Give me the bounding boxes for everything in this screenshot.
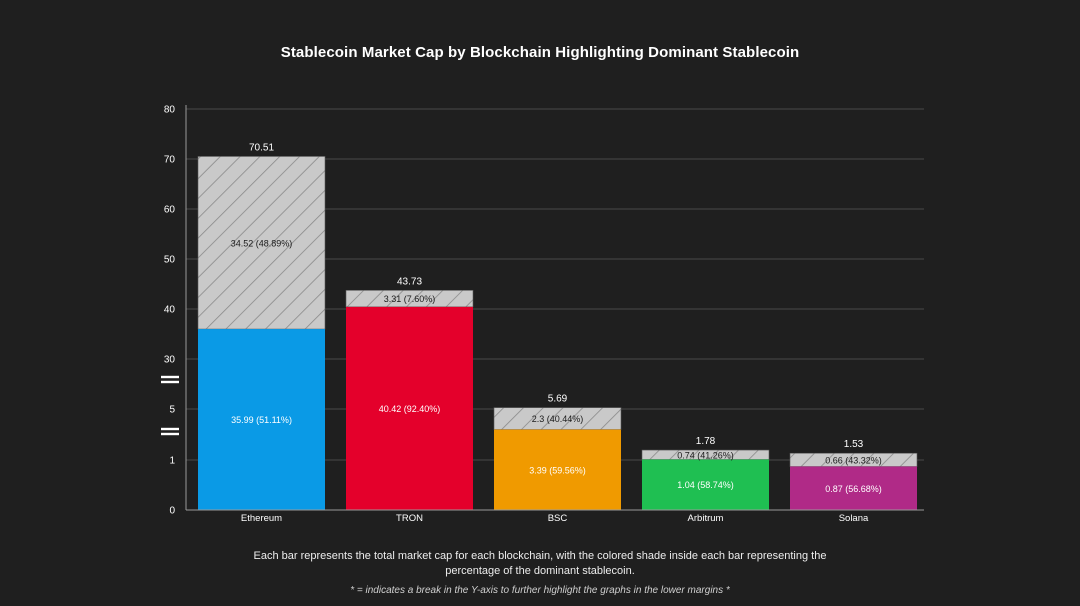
axis-break-marker [161, 432, 179, 436]
bar-dominant-stablecoin [642, 459, 769, 510]
other-value-label: 3.31 (7.60%) [384, 294, 436, 304]
other-value-label: 2.3 (40.44%) [532, 414, 584, 424]
total-value-label: 1.78 [696, 436, 716, 447]
bars [197, 156, 918, 510]
axis-break-marker [161, 380, 179, 384]
x-tick-label: Solana [839, 513, 869, 524]
dominant-value-label: 3.39 (59.56%) [529, 465, 586, 475]
bar-dominant-stablecoin [346, 306, 473, 510]
y-tick-label: 60 [164, 205, 176, 216]
y-tick-label: 40 [164, 305, 176, 316]
bar-dominant-stablecoin [790, 466, 917, 510]
dominant-value-label: 40.42 (92.40%) [379, 404, 441, 414]
y-tick-label: 80 [164, 105, 176, 116]
axis-break-marker [161, 375, 179, 379]
x-tick-label: TRON [396, 513, 423, 524]
total-value-label: 5.69 [548, 394, 568, 405]
axis-break-footnote: * = indicates a break in the Y-axis to f… [350, 585, 730, 596]
bar-other-stablecoins [197, 156, 326, 330]
y-tick-label: 0 [169, 506, 175, 517]
y-tick-label: 70 [164, 155, 176, 166]
bar-dominant-stablecoin [198, 329, 325, 510]
data-labels: 35.99 (51.11%) 34.52 (48.89%) 70.51 40.42 (… [231, 142, 882, 493]
y-tick-label: 30 [164, 355, 176, 366]
dominant-value-label: 0.87 (56.68%) [825, 484, 882, 494]
y-tick-label: 5 [169, 405, 175, 416]
chart-caption: Each bar represents the total market cap… [253, 550, 827, 577]
chart-title: Stablecoin Market Cap by Blockchain High… [280, 44, 800, 61]
total-value-label: 70.51 [249, 142, 274, 153]
total-value-label: 1.53 [844, 439, 864, 450]
other-value-label: 34.52 (48.89%) [231, 238, 293, 248]
other-value-label: 0.66 (43.32%) [825, 455, 882, 465]
y-tick-label: 50 [164, 255, 176, 266]
x-tick-label: BSC [548, 513, 568, 524]
y-tick-label: 1 [169, 456, 175, 467]
x-tick-label: Arbitrum [688, 513, 724, 524]
other-value-label: 0.74 (41.26%) [677, 450, 734, 460]
bar-dominant-stablecoin [494, 429, 621, 510]
total-value-label: 43.73 [397, 276, 422, 287]
axis-break-marker [161, 427, 179, 431]
x-tick-label: Ethereum [241, 513, 282, 524]
dominant-value-label: 35.99 (51.11%) [231, 415, 292, 425]
dominant-value-label: 1.04 (58.74%) [677, 480, 734, 490]
